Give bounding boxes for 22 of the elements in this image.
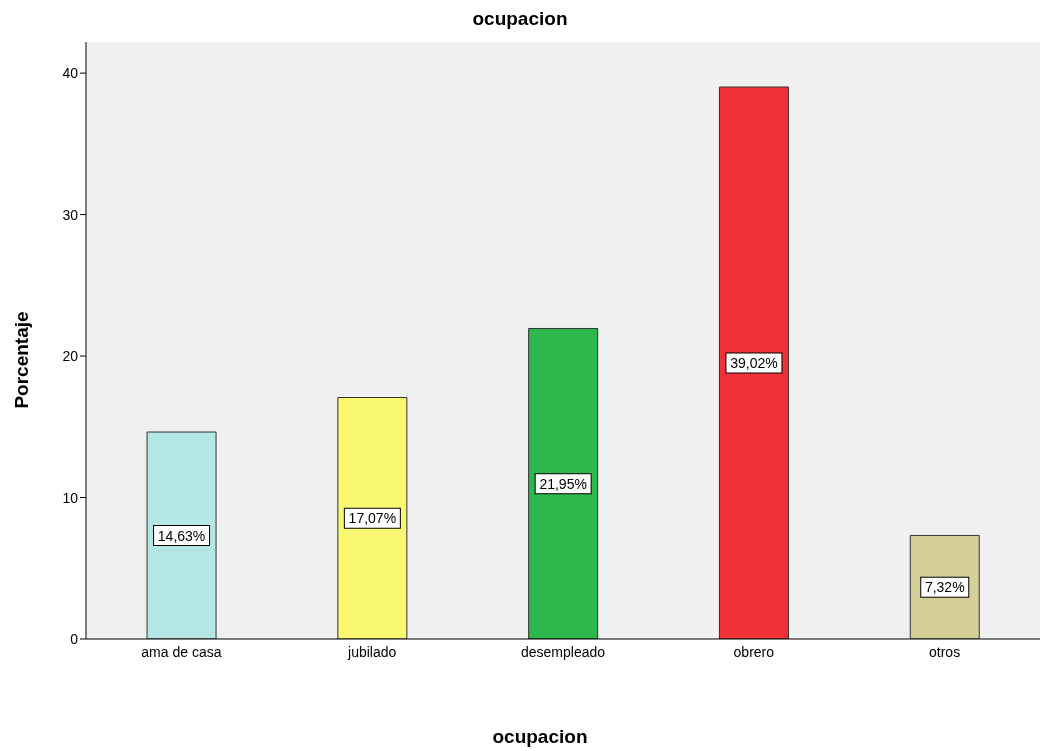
x-tick-label: jubilado bbox=[347, 643, 397, 660]
x-axis-title: ocupacion bbox=[491, 726, 589, 748]
y-tick-label: 40 bbox=[62, 65, 79, 82]
data-label: 39,02% bbox=[730, 354, 778, 371]
bar bbox=[146, 431, 217, 639]
x-tick-label: otros bbox=[929, 643, 961, 660]
bar bbox=[337, 397, 408, 639]
bar bbox=[528, 327, 599, 639]
data-label: 17,07% bbox=[348, 510, 397, 527]
chart-title: ocupacion bbox=[471, 8, 569, 30]
y-tick-label: 30 bbox=[62, 206, 79, 223]
x-tick-label: ama de casa bbox=[141, 643, 222, 660]
data-label: 21,95% bbox=[539, 475, 587, 492]
y-tick-label: 20 bbox=[62, 348, 79, 365]
x-tick-label: desempleado bbox=[520, 643, 606, 660]
bar bbox=[718, 86, 789, 639]
y-tick-label: 0 bbox=[70, 630, 79, 647]
data-label: 14,63% bbox=[157, 527, 206, 544]
y-axis-title: Porcentaje bbox=[11, 311, 33, 409]
x-tick-label: obrero bbox=[733, 643, 775, 660]
y-tick-label: 10 bbox=[62, 489, 79, 506]
data-label: 7,32% bbox=[924, 579, 965, 596]
